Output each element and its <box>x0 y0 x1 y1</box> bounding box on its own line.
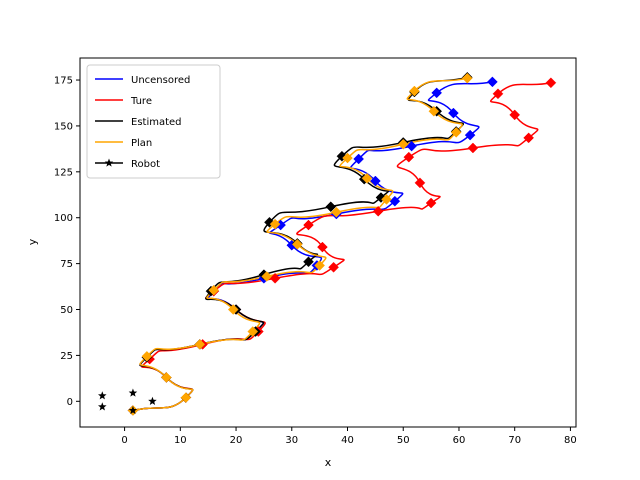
x-tick-label-20: 20 <box>230 435 243 446</box>
x-tick-label-40: 40 <box>341 435 354 446</box>
y-axis-label: y <box>26 238 39 245</box>
y-tick-label-50: 50 <box>60 305 73 316</box>
x-tick-label-30: 30 <box>285 435 298 446</box>
robot-marker-0 <box>98 391 107 400</box>
legend-label-estimated: Estimated <box>131 117 182 128</box>
marker-plan-4 <box>194 339 206 350</box>
x-tick-label-60: 60 <box>453 435 466 446</box>
marker-ture-18 <box>509 109 521 121</box>
marker-plan-1 <box>180 392 192 403</box>
legend-star-icon <box>104 158 114 167</box>
marker-ture-12 <box>372 205 384 217</box>
marker-ture-19 <box>492 88 504 100</box>
x-tick-label-80: 80 <box>564 435 577 446</box>
marker-ture-10 <box>317 241 328 253</box>
y-tick-label-175: 175 <box>54 76 73 87</box>
legend-box <box>86 64 221 179</box>
marker-plan-8 <box>261 271 273 282</box>
legend-label-uncensored: Uncensored <box>131 75 190 86</box>
marker-plan-3 <box>141 350 153 362</box>
robot-marker-3 <box>148 396 157 405</box>
marker-plan-19 <box>409 85 420 97</box>
marker-plan-15 <box>342 152 353 164</box>
axes: 0 10 20 30 40 50 60 70 80 0 25 50 75 100 125 150 175 <box>54 57 577 446</box>
marker-uncensored-18 <box>448 107 459 119</box>
marker-plan-17 <box>450 126 462 138</box>
marker-uncensored-14 <box>370 175 381 187</box>
y-tick-label-25: 25 <box>60 351 73 362</box>
marker-plan-9 <box>314 260 325 271</box>
y-tick-label-125: 125 <box>54 167 73 178</box>
marker-plan-12 <box>331 206 342 218</box>
legend-label-ture: Ture <box>130 96 152 107</box>
marker-plan-7 <box>208 284 220 296</box>
marker-ture-14 <box>414 177 426 189</box>
marker-plan-20 <box>461 72 473 84</box>
marker-plan-16 <box>397 138 409 150</box>
marker-uncensored-17 <box>464 129 476 141</box>
marker-ture-11 <box>303 219 314 231</box>
marker-ture-13 <box>425 197 437 209</box>
y-tick-label-150: 150 <box>54 121 73 132</box>
plot-area <box>98 71 557 416</box>
marker-plan-10 <box>291 238 303 250</box>
marker-ture-16 <box>467 142 479 154</box>
x-tick-label-50: 50 <box>397 435 410 446</box>
marker-ture-17 <box>523 132 534 144</box>
robot-marker-2 <box>98 402 107 411</box>
marker-plan-6 <box>227 304 239 315</box>
y-tick-label-75: 75 <box>60 259 73 270</box>
marker-plan-11 <box>269 218 281 230</box>
marker-ture-15 <box>403 151 415 163</box>
robot-marker-1 <box>128 388 138 397</box>
marker-ture-9 <box>328 261 339 273</box>
marker-uncensored-19 <box>431 87 443 99</box>
marker-plan-18 <box>428 105 440 117</box>
x-tick-label-10: 10 <box>174 435 187 446</box>
axes-frame <box>79 57 577 428</box>
marker-plan-13 <box>381 194 392 205</box>
x-tick-label-0: 0 <box>121 435 127 446</box>
y-tick-label-0: 0 <box>67 397 73 408</box>
legend-label-plan: Plan <box>131 138 152 149</box>
marker-plan-14 <box>361 172 373 184</box>
marker-plan-2 <box>161 372 172 383</box>
marker-uncensored-15 <box>353 153 365 165</box>
marker-uncensored-20 <box>487 76 498 88</box>
marker-plan-5 <box>247 326 259 337</box>
legend-label-robot: Robot <box>131 159 160 170</box>
robot-marker-4 <box>128 405 138 415</box>
x-tick-label-70: 70 <box>508 435 521 446</box>
y-tick-label-100: 100 <box>54 213 73 224</box>
marker-ture-20 <box>545 77 557 89</box>
x-axis-label: x <box>325 456 332 469</box>
marker-estimated-9 <box>303 256 314 268</box>
legend: Uncensored Ture Estimated Plan Robot <box>86 64 221 179</box>
marker-estimated-12 <box>325 201 337 213</box>
